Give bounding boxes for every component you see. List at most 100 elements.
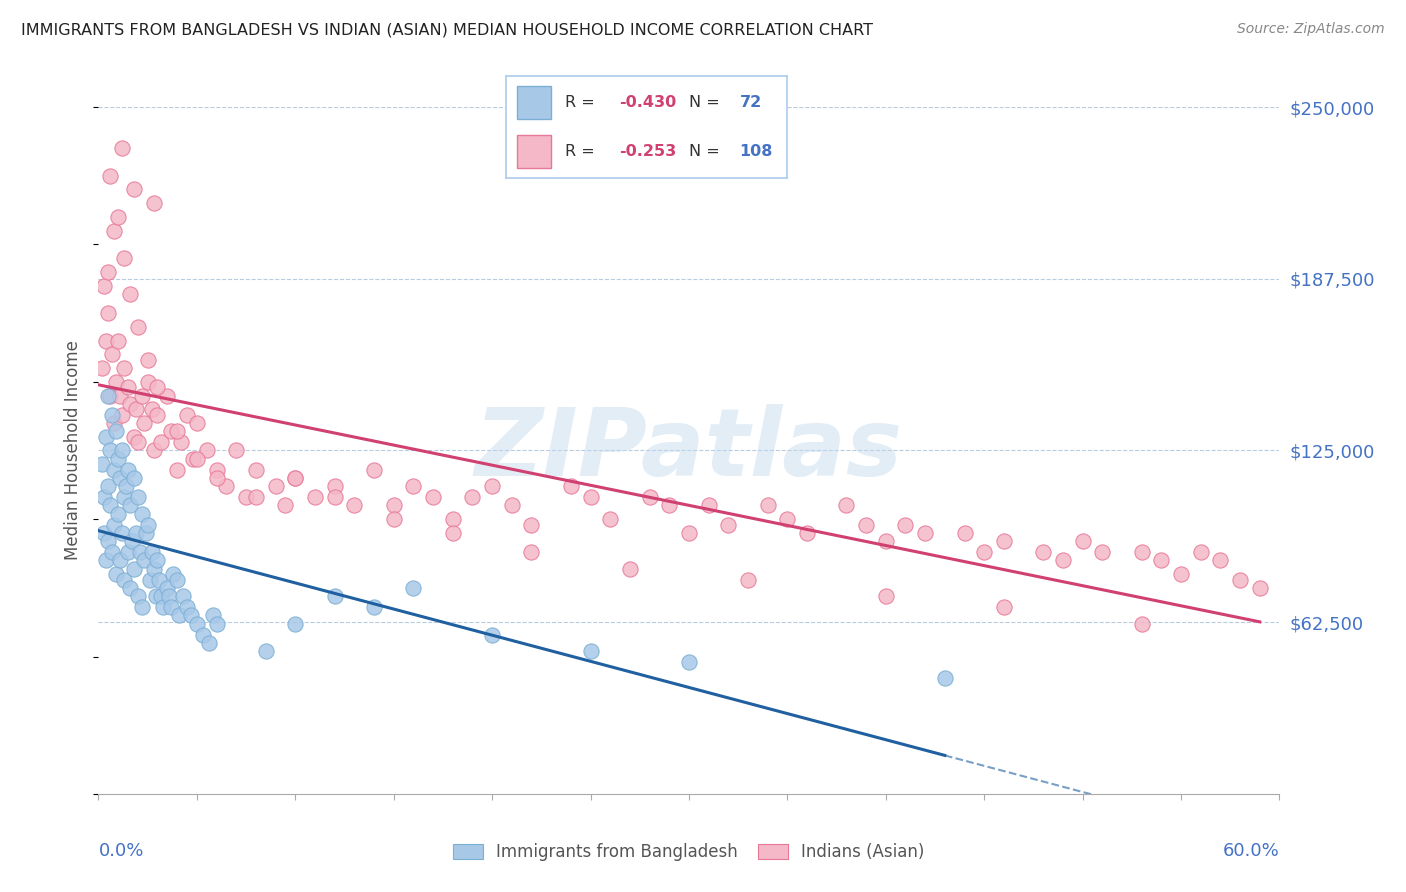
Point — [105, 375, 128, 389]
Point — [98, 388, 121, 402]
Point — [875, 534, 897, 549]
Point — [103, 517, 125, 532]
Point — [197, 636, 219, 650]
Point — [363, 463, 385, 477]
Point — [1052, 553, 1074, 567]
Point — [101, 347, 124, 361]
Point — [122, 430, 145, 444]
Point — [191, 627, 214, 641]
Point — [284, 471, 307, 485]
Point — [1071, 534, 1094, 549]
Point — [382, 499, 405, 513]
Point — [157, 589, 180, 603]
Point — [993, 534, 1015, 549]
Text: Source: ZipAtlas.com: Source: ZipAtlas.com — [1237, 22, 1385, 37]
Point — [1091, 545, 1114, 559]
Point — [167, 608, 190, 623]
Text: IMMIGRANTS FROM BANGLADESH VS INDIAN (ASIAN) MEDIAN HOUSEHOLD INCOME CORRELATION: IMMIGRANTS FROM BANGLADESH VS INDIAN (AS… — [21, 22, 873, 37]
Point — [284, 616, 307, 631]
Point — [108, 471, 131, 485]
Point — [1209, 553, 1232, 567]
Point — [127, 435, 149, 450]
Point — [93, 278, 115, 293]
Point — [1032, 545, 1054, 559]
Point — [441, 525, 464, 540]
Point — [170, 435, 193, 450]
Point — [382, 512, 405, 526]
Point — [215, 479, 238, 493]
Point — [304, 490, 326, 504]
Point — [107, 507, 129, 521]
Text: 72: 72 — [740, 95, 762, 110]
Point — [150, 435, 173, 450]
Point — [107, 451, 129, 466]
Point — [103, 224, 125, 238]
Point — [118, 499, 141, 513]
Point — [118, 581, 141, 595]
Point — [107, 334, 129, 348]
Point — [118, 286, 141, 301]
Point — [579, 490, 602, 504]
Point — [776, 512, 799, 526]
Point — [195, 443, 218, 458]
Point — [156, 581, 179, 595]
Point — [363, 600, 385, 615]
Point — [141, 402, 163, 417]
Point — [245, 490, 267, 504]
Point — [323, 479, 346, 493]
Point — [135, 525, 157, 540]
Point — [402, 479, 425, 493]
Point — [1249, 581, 1271, 595]
Point — [599, 512, 621, 526]
Point — [117, 545, 139, 559]
Point — [323, 589, 346, 603]
Point — [142, 196, 165, 211]
Point — [619, 561, 641, 575]
Point — [323, 490, 346, 504]
Point — [91, 361, 114, 376]
Point — [914, 525, 936, 540]
Point — [152, 600, 174, 615]
Text: -0.253: -0.253 — [619, 145, 676, 160]
Point — [225, 443, 247, 458]
Point — [136, 517, 159, 532]
Point — [142, 443, 165, 458]
Text: R =: R = — [565, 145, 600, 160]
Text: ZIPatlas: ZIPatlas — [475, 404, 903, 497]
Point — [127, 319, 149, 334]
Point — [125, 525, 148, 540]
Point — [638, 490, 661, 504]
Point — [245, 463, 267, 477]
Text: N =: N = — [689, 145, 725, 160]
Point — [756, 499, 779, 513]
Legend: Immigrants from Bangladesh, Indians (Asian): Immigrants from Bangladesh, Indians (Asi… — [446, 837, 932, 868]
Text: 0.0%: 0.0% — [98, 842, 143, 860]
Text: 108: 108 — [740, 145, 773, 160]
Point — [111, 525, 134, 540]
Point — [118, 397, 141, 411]
Point — [136, 375, 159, 389]
Point — [150, 589, 173, 603]
Point — [835, 499, 858, 513]
Point — [1130, 616, 1153, 631]
Point — [1170, 567, 1192, 582]
Point — [894, 517, 917, 532]
Point — [97, 265, 120, 279]
Point — [101, 408, 124, 422]
Point — [180, 608, 202, 623]
Point — [93, 525, 115, 540]
Text: 60.0%: 60.0% — [1223, 842, 1279, 860]
Point — [97, 306, 120, 320]
Point — [658, 499, 681, 513]
Point — [254, 644, 277, 658]
Point — [112, 573, 135, 587]
Point — [205, 463, 228, 477]
Point — [520, 517, 543, 532]
Point — [142, 561, 165, 575]
Point — [131, 388, 153, 402]
Point — [166, 463, 188, 477]
Text: N =: N = — [689, 95, 725, 110]
Point — [145, 589, 167, 603]
Point — [112, 251, 135, 265]
Point — [441, 512, 464, 526]
